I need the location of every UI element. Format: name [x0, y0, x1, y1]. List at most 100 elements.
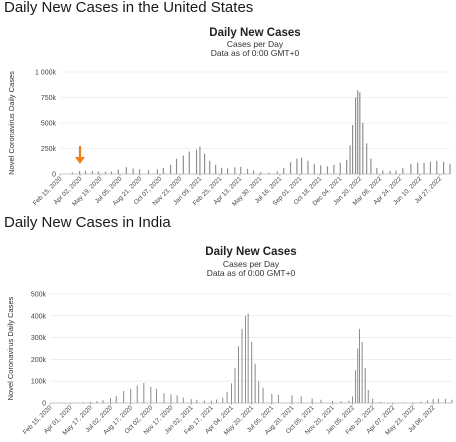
bar [188, 151, 190, 174]
bar [277, 394, 279, 403]
bar [156, 388, 158, 403]
bar [246, 168, 249, 174]
bar [204, 153, 206, 174]
bar [84, 170, 87, 174]
bar [147, 170, 150, 174]
bar [300, 157, 303, 174]
bar [110, 171, 113, 174]
bar [163, 393, 165, 403]
y-tick-label: 750k [41, 95, 57, 102]
bar [361, 341, 363, 403]
bar [352, 125, 354, 174]
bar [382, 170, 384, 174]
bar [71, 172, 73, 174]
bar [351, 396, 353, 403]
bar [402, 167, 404, 174]
bar [234, 368, 236, 403]
bar [251, 341, 253, 403]
bar [170, 164, 172, 174]
bar [436, 160, 438, 174]
bar [123, 391, 125, 403]
bar [429, 161, 432, 174]
bar [241, 328, 243, 403]
bar [175, 158, 178, 174]
bar [182, 155, 184, 174]
bar [268, 172, 270, 174]
bar [150, 386, 152, 403]
bar [216, 399, 218, 403]
bar [289, 162, 292, 174]
bar [449, 163, 451, 174]
us-section-heading: Daily New Cases in the United States [4, 0, 254, 16]
bar [283, 167, 285, 174]
bar [276, 171, 278, 174]
chart-title: Daily New Cases [209, 27, 300, 39]
bar [176, 395, 178, 403]
bar [245, 315, 247, 403]
bar [260, 172, 262, 174]
bar [240, 166, 242, 174]
bar [226, 168, 229, 174]
bar [252, 170, 255, 174]
bar [91, 171, 93, 174]
y-tick-label: 300k [31, 335, 47, 342]
bar [271, 393, 273, 403]
bar [320, 165, 322, 174]
bar [196, 399, 198, 403]
bar [300, 396, 302, 403]
bar [367, 389, 369, 403]
bar [376, 167, 378, 174]
y-tick-label: 500k [31, 292, 47, 299]
bar [313, 163, 315, 174]
bar [320, 399, 322, 403]
bar [423, 162, 425, 174]
bar [389, 170, 391, 174]
bar [359, 328, 361, 403]
bar [339, 162, 341, 174]
bar [366, 143, 368, 174]
bar [262, 387, 264, 403]
bar [443, 161, 445, 174]
bar [395, 170, 397, 174]
bar [222, 397, 224, 403]
bar [102, 400, 104, 403]
bar [182, 397, 184, 403]
bar [136, 385, 138, 403]
y-tick-label: 400k [31, 313, 47, 320]
bar [230, 383, 232, 403]
bar [130, 388, 132, 403]
bar [96, 401, 98, 403]
bar [97, 171, 99, 174]
bar [426, 400, 428, 403]
bar [340, 401, 342, 403]
bar [258, 381, 260, 403]
bar [417, 162, 419, 174]
y-axis-label: Novel Coronavirus Daily Cases [7, 71, 16, 175]
bar [89, 401, 91, 403]
bar [346, 159, 348, 174]
y-tick-label: 0 [42, 401, 46, 408]
bar [221, 167, 223, 174]
bar [311, 398, 313, 403]
bar [162, 167, 164, 174]
bar [355, 370, 357, 403]
chart-subtitle: Cases per Day [227, 39, 284, 49]
chart-data-timestamp: Data as of 0:00 GMT+0 [211, 48, 300, 58]
chart-data-timestamp: Data as of 0:00 GMT+0 [207, 268, 296, 278]
bar [307, 160, 309, 174]
bar [125, 167, 127, 174]
y-tick-label: 100k [31, 379, 47, 386]
bar [209, 160, 211, 174]
bar [451, 399, 453, 403]
bar [348, 400, 350, 403]
y-axis-label: Novel Coronavirus Daily Cases [6, 296, 15, 400]
bar [199, 146, 201, 174]
bar [420, 401, 422, 403]
bar [402, 402, 404, 403]
bar [372, 398, 374, 403]
bar [357, 348, 359, 403]
bar [190, 399, 192, 403]
bar [349, 145, 351, 174]
bar [210, 400, 212, 403]
